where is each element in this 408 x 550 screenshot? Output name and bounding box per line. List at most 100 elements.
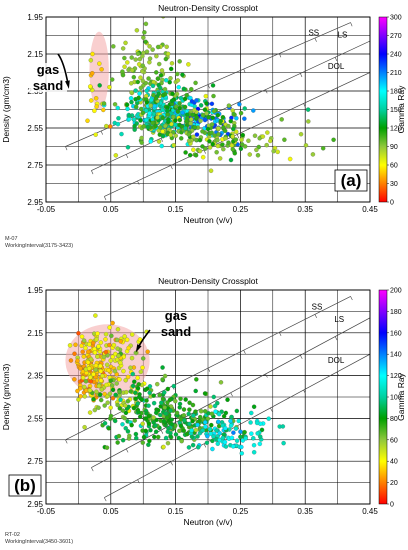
lithology-tick	[65, 146, 68, 151]
data-point	[213, 409, 218, 414]
data-point	[212, 403, 218, 409]
data-point	[145, 349, 150, 354]
data-point	[194, 132, 200, 137]
data-point	[144, 88, 149, 94]
data-point	[193, 409, 198, 414]
data-point	[148, 427, 153, 433]
data-point	[247, 152, 252, 157]
data-point	[160, 396, 166, 402]
data-point	[108, 124, 113, 129]
data-point	[152, 103, 157, 109]
data-point	[147, 44, 152, 49]
data-point	[123, 403, 128, 408]
data-point	[91, 340, 96, 346]
data-point	[72, 377, 77, 382]
data-point	[216, 411, 222, 417]
data-point	[97, 392, 103, 397]
data-point	[157, 412, 163, 418]
data-point	[216, 132, 221, 137]
lithology-tick	[350, 22, 353, 27]
colorbar-tick-label: 60	[390, 163, 398, 170]
data-point	[129, 55, 134, 60]
data-point	[155, 76, 161, 81]
lithology-tick	[236, 134, 240, 139]
data-point	[209, 130, 214, 135]
data-point	[125, 60, 130, 65]
data-point	[181, 86, 187, 92]
data-point	[67, 343, 73, 348]
lithology-tick	[243, 68, 246, 73]
data-point	[208, 431, 214, 436]
data-point	[205, 433, 210, 439]
data-point	[303, 143, 309, 148]
lithology-tick	[160, 138, 163, 142]
data-point	[75, 388, 80, 394]
lithology-tick	[170, 461, 173, 466]
data-point	[109, 333, 114, 339]
data-point	[137, 394, 142, 400]
data-point	[251, 436, 256, 441]
data-point	[144, 411, 149, 416]
data-point	[150, 83, 156, 89]
data-point	[117, 406, 123, 411]
data-point	[177, 117, 183, 123]
data-point	[165, 117, 171, 122]
data-point	[234, 438, 240, 443]
lithology-tick	[300, 355, 303, 359]
data-point	[124, 102, 130, 107]
data-point	[181, 413, 187, 418]
data-point	[173, 122, 178, 128]
data-point	[128, 81, 134, 86]
data-point	[143, 21, 149, 27]
data-point	[239, 451, 244, 456]
data-point	[174, 410, 180, 416]
data-point	[210, 115, 215, 121]
data-point	[140, 440, 146, 445]
data-point	[265, 130, 270, 135]
data-point	[125, 374, 131, 380]
data-point	[107, 391, 113, 397]
data-point	[198, 103, 204, 108]
data-point	[146, 76, 151, 81]
data-point	[159, 400, 164, 405]
lithology-tick	[270, 407, 273, 412]
data-point	[78, 366, 83, 371]
lithology-tick	[243, 350, 246, 354]
colorbar-tick-label: 100	[390, 395, 402, 402]
data-point	[100, 373, 105, 379]
panel-label-text: (a)	[341, 171, 362, 190]
data-point	[120, 437, 126, 443]
data-point	[268, 138, 273, 144]
data-point	[146, 442, 151, 448]
data-point	[135, 386, 141, 391]
crossplot-panel-a: Neutron-Density Crossplot -0.05 0.05 0.15 0…	[1, 3, 406, 249]
data-point	[101, 101, 107, 106]
y-axis-label: Density (gm/cm3)	[1, 76, 11, 143]
data-point	[177, 101, 182, 106]
data-point	[188, 121, 193, 126]
data-point	[177, 59, 182, 64]
data-point	[111, 342, 117, 348]
data-point	[108, 378, 113, 383]
data-point	[251, 108, 256, 113]
data-point	[115, 346, 120, 351]
data-point	[220, 114, 226, 120]
data-point	[82, 425, 87, 430]
data-point	[99, 67, 104, 72]
data-point	[164, 415, 170, 420]
data-point	[168, 66, 174, 72]
x-tick-label: 0.35	[297, 507, 313, 516]
data-point	[133, 431, 139, 437]
data-point	[90, 71, 95, 76]
data-point	[134, 28, 140, 33]
data-point	[158, 125, 163, 130]
colorbar-label: Gamma Ray	[396, 85, 406, 133]
data-point	[160, 93, 166, 98]
gas-sand-ellipse	[89, 31, 109, 110]
data-point	[197, 137, 203, 143]
y-tick-label: 1.95	[27, 13, 43, 22]
data-point	[153, 410, 159, 415]
